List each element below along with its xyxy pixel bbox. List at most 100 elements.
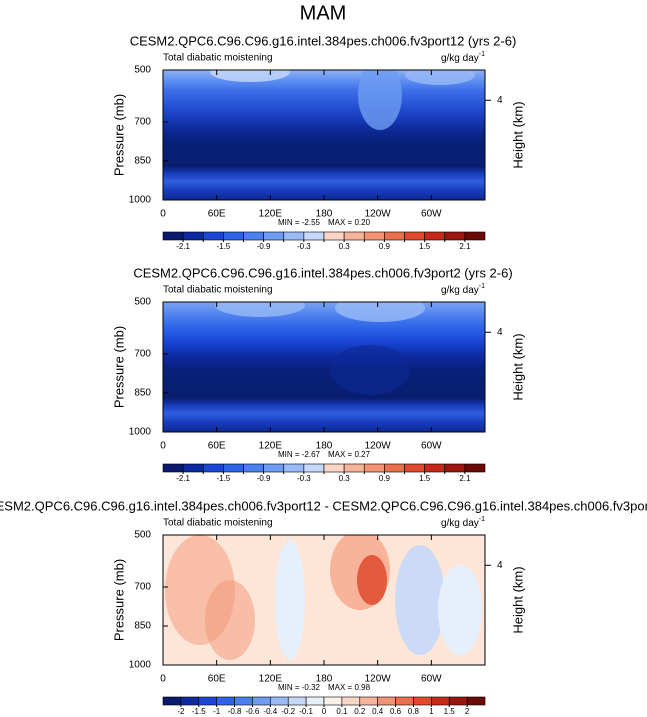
- field-label: Total diabatic moistening: [163, 518, 273, 529]
- colorbar-label: -0.8: [228, 707, 242, 716]
- units-label: g/kg day-1: [441, 516, 485, 529]
- y-tick-label: 1000: [129, 427, 152, 438]
- colorbar-box: [283, 463, 305, 473]
- colorbar-box: [303, 231, 325, 241]
- colorbar-box: [234, 696, 253, 706]
- y-axis-label: Pressure (mb): [111, 326, 126, 408]
- colorbar-box: [323, 463, 345, 473]
- y2-axis-label: Height (km): [510, 333, 525, 400]
- colorbar-box: [464, 231, 486, 241]
- colorbar-box: [182, 463, 204, 473]
- colorbar-label: 0.6: [390, 707, 402, 716]
- colorbar-box: [198, 696, 217, 706]
- colorbar-label: 0.4: [372, 707, 384, 716]
- colorbar-box: [359, 696, 378, 706]
- y-tick-label: 700: [134, 349, 151, 360]
- min-label: MIN = -0.32: [278, 683, 321, 692]
- y-axis-label: Pressure (mb): [111, 559, 126, 641]
- panel-title: CESM2.QPC6.C96.C96.g16.intel.384pes.ch00…: [130, 33, 517, 48]
- contour-field: [163, 302, 485, 432]
- colorbar-label: -0.4: [263, 707, 277, 716]
- min-label: MIN = -2.67: [278, 450, 321, 459]
- contour-field: [163, 535, 485, 665]
- y-tick-label: 500: [134, 297, 151, 308]
- panel-title: CESM2.QPC6.C96.C96.g16.intel.384pes.ch00…: [0, 498, 647, 513]
- colorbar-box: [270, 696, 289, 706]
- x-tick-label: 60W: [421, 441, 442, 452]
- colorbar-box: [243, 231, 264, 241]
- colorbar-box: [223, 463, 244, 473]
- x-tick-label: 60W: [421, 674, 442, 685]
- colorbar-box: [363, 231, 385, 241]
- colorbar-box: [343, 231, 365, 241]
- x-tick-label: 120E: [259, 674, 283, 685]
- y-tick-label: 500: [134, 530, 151, 541]
- colorbar-label: 1.5: [444, 707, 456, 716]
- x-tick-label: 60W: [421, 209, 442, 220]
- colorbar-box: [263, 463, 285, 473]
- colorbar-label: 2.1: [459, 242, 471, 251]
- x-tick-label: 180: [316, 209, 333, 220]
- y-tick-label: 1000: [129, 660, 152, 671]
- y-tick-label: 850: [134, 388, 151, 399]
- colorbar-box: [404, 463, 425, 473]
- y2-axis-label: Height (km): [510, 101, 525, 168]
- colorbar-label: 1.5: [419, 242, 431, 251]
- colorbar-box: [395, 696, 414, 706]
- colorbar-box: [323, 696, 343, 706]
- y-tick-label: 1000: [129, 195, 152, 206]
- y2-tick-label: 4: [497, 327, 503, 338]
- colorbar-box: [424, 231, 446, 241]
- colorbar-box: [263, 231, 285, 241]
- colorbar-label: -0.1: [299, 707, 313, 716]
- colorbar-box: [384, 231, 405, 241]
- units: g/kg day: [441, 53, 479, 64]
- colorbar-box: [287, 696, 307, 706]
- units-power: -1: [479, 51, 485, 58]
- colorbar-box: [424, 463, 446, 473]
- colorbar-label: -0.9: [257, 474, 271, 483]
- colorbar-label: 1: [429, 707, 434, 716]
- x-tick-label: 0: [160, 209, 166, 220]
- colorbar-label: -0.2: [281, 707, 295, 716]
- colorbar-box: [444, 463, 466, 473]
- colorbar-label: -1.5: [216, 242, 230, 251]
- y-axis-label: Pressure (mb): [111, 94, 126, 176]
- colorbar-label: 0.3: [339, 242, 351, 251]
- y-tick-label: 850: [134, 621, 151, 632]
- colorbar-box: [180, 696, 200, 706]
- x-tick-label: 180: [316, 674, 333, 685]
- figure-title: MAM: [300, 2, 347, 24]
- colorbar-label: -1: [213, 707, 221, 716]
- colorbar-label: -2.1: [176, 242, 190, 251]
- colorbar-label: 0.9: [379, 474, 391, 483]
- colorbar-box: [343, 463, 365, 473]
- y2-tick-label: 4: [497, 95, 503, 106]
- colorbar-label: -0.6: [246, 707, 260, 716]
- x-tick-label: 60E: [208, 441, 226, 452]
- field-label: Total diabatic moistening: [163, 53, 273, 64]
- panel-title: CESM2.QPC6.C96.C96.g16.intel.384pes.ch00…: [133, 265, 512, 280]
- max-label: MAX = 0.98: [328, 683, 371, 692]
- colorbar-box: [303, 463, 325, 473]
- units-label: g/kg day-1: [441, 283, 485, 296]
- colorbar-box: [384, 463, 405, 473]
- colorbar-box: [283, 231, 305, 241]
- colorbar-label: -1.5: [192, 707, 206, 716]
- x-tick-label: 120E: [259, 209, 283, 220]
- y-tick-label: 700: [134, 582, 151, 593]
- x-tick-label: 60E: [208, 674, 226, 685]
- y-tick-label: 700: [134, 117, 151, 128]
- y-tick-label: 850: [134, 156, 151, 167]
- colorbar-box: [431, 696, 450, 706]
- x-tick-label: 120W: [365, 441, 392, 452]
- colorbar-label: -0.3: [297, 474, 311, 483]
- units: g/kg day: [441, 518, 479, 529]
- contour-field: [163, 70, 485, 200]
- units-label: g/kg day-1: [441, 51, 485, 64]
- y-tick-label: 500: [134, 65, 151, 76]
- units: g/kg day: [441, 285, 479, 296]
- colorbar-label: -0.3: [297, 242, 311, 251]
- colorbar-label: 2.1: [459, 474, 471, 483]
